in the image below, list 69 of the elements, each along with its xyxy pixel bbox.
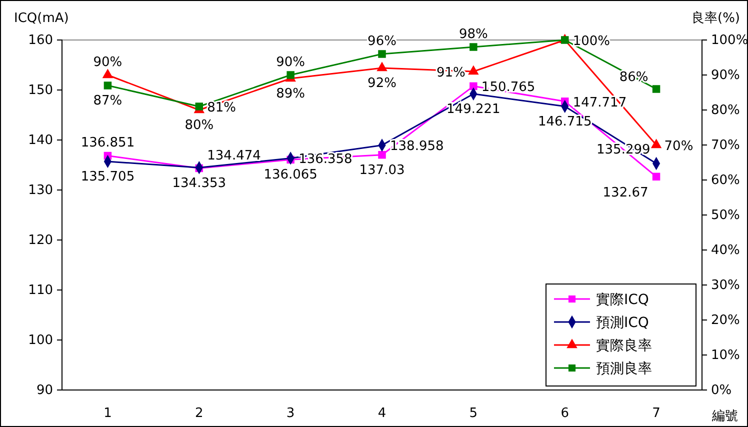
x-tick-label: 4 <box>378 406 386 422</box>
data-label: 90% <box>93 55 122 70</box>
y2-tick-label: 30% <box>711 278 740 294</box>
point <box>470 43 478 51</box>
x-tick-label: 2 <box>195 406 204 422</box>
legend-label: 實際ICQ <box>596 292 649 308</box>
y2-tick-label: 90% <box>711 68 740 84</box>
data-label: 134.474 <box>207 148 261 164</box>
data-label: 89% <box>276 86 306 102</box>
y2-tick-label: 50% <box>711 208 740 224</box>
data-label: 138.958 <box>390 139 444 154</box>
legend-label: 預測良率 <box>596 361 652 377</box>
point <box>468 65 479 75</box>
data-label: 137.03 <box>359 162 405 178</box>
y-tick-label: 160 <box>28 33 53 48</box>
point <box>652 85 660 93</box>
x-tick-label: 7 <box>652 406 660 422</box>
point <box>560 36 569 44</box>
x-tick-label: 6 <box>560 406 569 422</box>
point <box>195 102 204 110</box>
point <box>286 71 294 79</box>
legend-label: 實際良率 <box>596 338 652 354</box>
y2-tick-label: 10% <box>711 348 740 364</box>
y2-tick-label: 70% <box>711 138 740 154</box>
point <box>650 138 662 148</box>
y2-tick-label: 40% <box>711 243 740 258</box>
point <box>104 82 112 90</box>
data-label: 136.065 <box>264 168 318 183</box>
y2-axis-title: 良率(%) <box>692 10 740 26</box>
point <box>652 172 660 181</box>
data-label: 70% <box>664 139 694 154</box>
y-tick-label: 120 <box>28 233 53 248</box>
point <box>376 62 388 72</box>
y-axis-title: ICQ(mA) <box>14 11 69 26</box>
y2-tick-label: 0% <box>711 383 732 398</box>
data-label: 134.353 <box>172 176 226 192</box>
point <box>470 82 478 90</box>
y-tick-label: 110 <box>28 283 53 298</box>
data-label: 96% <box>368 34 396 49</box>
data-label: 87% <box>93 94 122 108</box>
y-tick-label: 140 <box>28 133 53 148</box>
x-tick-label: 5 <box>469 406 478 422</box>
legend-label: 預測ICQ <box>596 315 649 331</box>
data-label: 149.221 <box>446 102 500 117</box>
data-label: 135.705 <box>80 169 135 184</box>
data-label: 90% <box>276 55 306 70</box>
data-label: 100% <box>572 34 610 49</box>
data-label: 80% <box>184 118 214 133</box>
y2-tick-label: 80% <box>711 103 740 118</box>
point <box>378 50 386 58</box>
y-tick-label: 90 <box>36 383 53 398</box>
x-tick-label: 1 <box>104 406 112 422</box>
y-tick-label: 100 <box>28 333 53 348</box>
data-label: 132.67 <box>602 186 648 201</box>
y-tick-label: 130 <box>28 183 53 198</box>
point <box>102 68 114 78</box>
x-axis-title: 編號 <box>711 409 738 424</box>
data-label: 146.715 <box>538 114 592 130</box>
data-label: 150.765 <box>481 80 536 96</box>
y2-tick-label: 20% <box>711 313 740 328</box>
data-label: 92% <box>368 76 396 91</box>
x-tick-label: 3 <box>286 406 295 422</box>
y2-tick-label: 60% <box>711 173 740 188</box>
point <box>378 150 386 159</box>
data-label: 136.851 <box>80 136 135 151</box>
y2-tick-label: 100% <box>711 33 748 48</box>
data-label: 81% <box>207 100 236 116</box>
data-label: 98% <box>458 27 488 42</box>
y-tick-label: 150 <box>28 83 53 98</box>
